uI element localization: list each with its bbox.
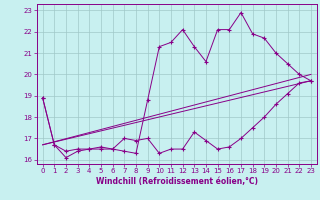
X-axis label: Windchill (Refroidissement éolien,°C): Windchill (Refroidissement éolien,°C) (96, 177, 258, 186)
